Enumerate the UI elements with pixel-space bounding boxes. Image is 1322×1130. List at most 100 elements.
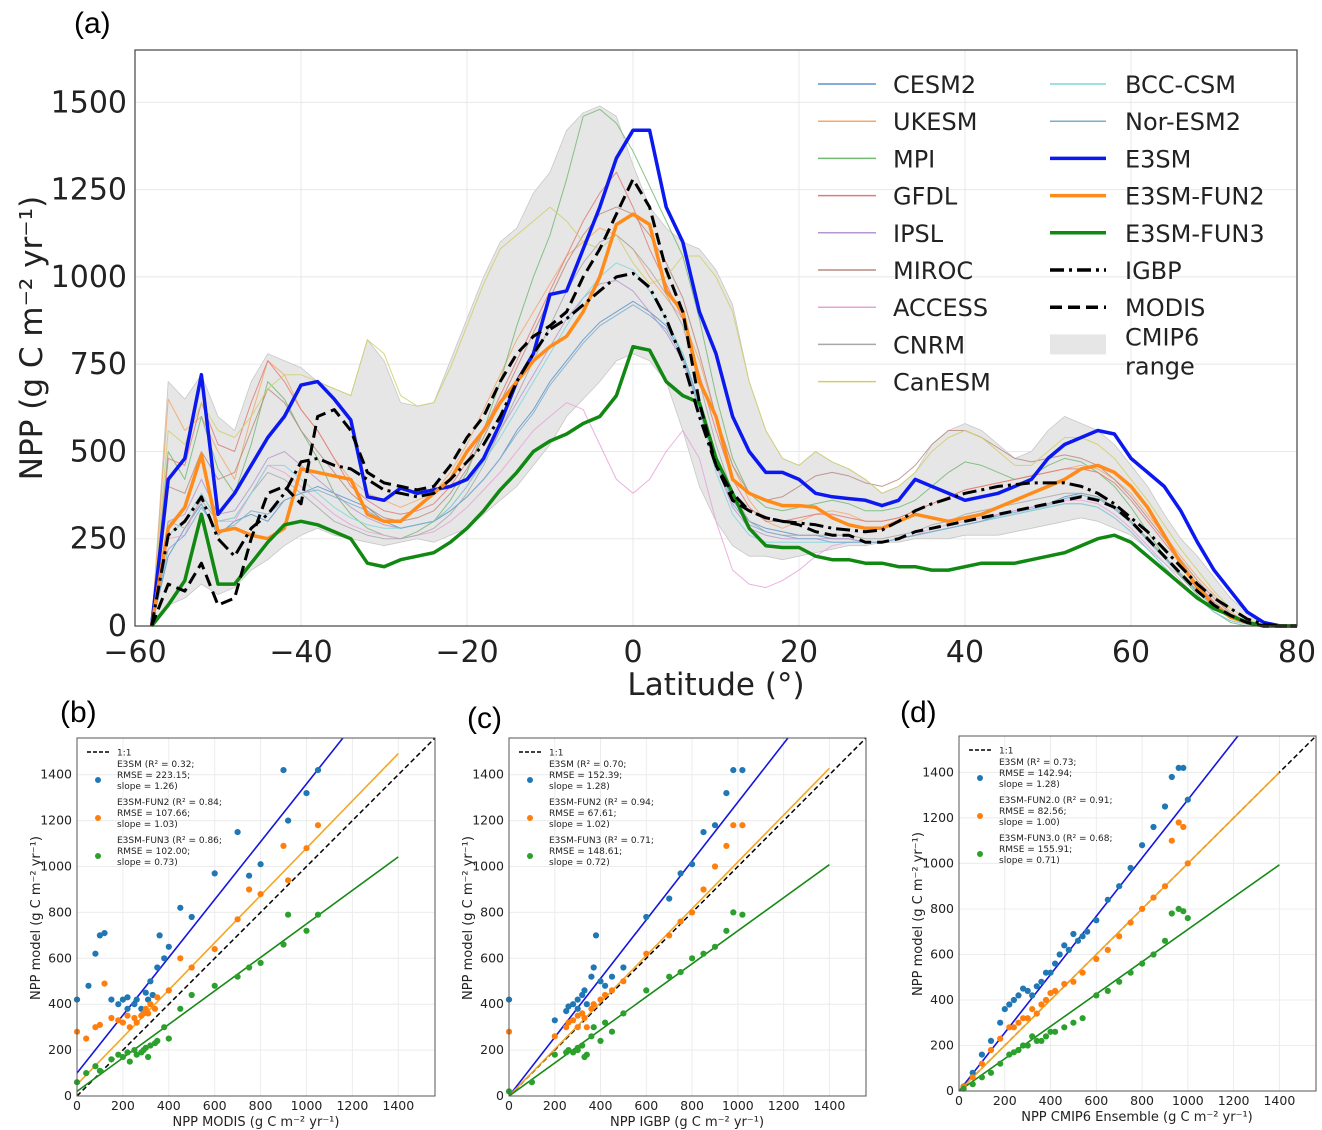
panel-c-point-e3sm-fun2 bbox=[565, 1019, 572, 1026]
panel-d-point-e3sm-fun2-0 bbox=[978, 1060, 986, 1067]
panel-c-point-e3sm-fun3 bbox=[588, 1033, 595, 1040]
panel-d-point-e3sm-fun2-0 bbox=[1033, 1010, 1040, 1017]
panel-c-point-e3sm-fun2 bbox=[643, 950, 650, 957]
panel-c-point-e3sm-fun2 bbox=[597, 996, 604, 1003]
panel-d-point-e3sm-fun3-0 bbox=[1070, 1019, 1077, 1026]
panel-c-point-e3sm bbox=[583, 1001, 590, 1008]
legend-label-ipsl: IPSL bbox=[893, 220, 944, 248]
legend-label-cmip6-range-1: CMIP6 bbox=[1125, 323, 1199, 351]
panel-b-point-e3sm bbox=[124, 994, 131, 1001]
panel-b-point-e3sm-fun3 bbox=[303, 927, 310, 934]
panel-d-legend-text-e3sm-fun2-0: E3SM-FUN2.0 (R² = 0.91; bbox=[999, 796, 1113, 806]
panel-d-point-e3sm bbox=[1065, 946, 1072, 954]
legend-swatch-cmip6-range bbox=[1050, 334, 1106, 355]
panel-b-point-e3sm-fun2 bbox=[108, 1014, 115, 1022]
panel-c-point-e3sm bbox=[602, 982, 609, 989]
panel-d-point-e3sm-fun2-0 bbox=[1006, 1024, 1013, 1031]
panel-b-legend-text-e3sm-fun3: slope = 0.73) bbox=[117, 858, 178, 868]
series-line-e3sm bbox=[149, 128, 1297, 628]
panel-c-point-e3sm-fun2 bbox=[590, 1001, 597, 1008]
panel-d-point-e3sm bbox=[1139, 842, 1146, 849]
panel-d-y-tick-label: 400 bbox=[930, 992, 954, 1007]
panel-d-point-e3sm-fun3-0 bbox=[1175, 905, 1182, 913]
panel-c-point-e3sm bbox=[700, 829, 707, 836]
panel-c-y-tick-label: 1400 bbox=[472, 767, 504, 782]
panel-a-y-tick-label: 1000 bbox=[51, 260, 127, 295]
legend-label-bcc-csm: BCC-CSM bbox=[1125, 71, 1236, 99]
panel-d-legend-text-e3sm-fun2-0: slope = 1.00) bbox=[999, 818, 1060, 828]
panel-b-point-e3sm-fun3 bbox=[92, 1063, 99, 1070]
panel-d-legend-marker-e3sm bbox=[977, 775, 983, 781]
panel-b-one-to-one-line bbox=[77, 738, 435, 1096]
panel-a-y-axis-label: NPP (g C m⁻² yr⁻¹) bbox=[14, 196, 50, 480]
panel-c-point-e3sm-fun3 bbox=[602, 1019, 609, 1026]
panel-d-point-e3sm bbox=[1010, 996, 1018, 1004]
panel-c-point-e3sm-fun3 bbox=[590, 1024, 597, 1031]
panel-b-legend-text-e3sm-fun2: RMSE = 107.66; bbox=[117, 809, 190, 819]
panel-b-point-e3sm bbox=[165, 943, 172, 950]
panel-b-point-e3sm bbox=[177, 904, 184, 911]
panel-d-y-tick-label: 800 bbox=[930, 901, 954, 916]
panel-d-point-e3sm bbox=[978, 1051, 986, 1058]
series-line-miroc bbox=[151, 206, 1297, 627]
panel-c-point-e3sm bbox=[677, 870, 684, 877]
panel-b-point-e3sm-fun2 bbox=[314, 822, 322, 829]
panel-d-y-tick-label: 1000 bbox=[922, 855, 954, 870]
panel-c-legend-text-e3sm-fun3: E3SM-FUN3 (R² = 0.71; bbox=[549, 836, 654, 846]
panel-b-legend-text-e3sm: E3SM (R² = 0.32; bbox=[117, 760, 194, 770]
panel-c-point-e3sm-fun3 bbox=[723, 927, 730, 934]
panel-c-x-tick-label: 1200 bbox=[768, 1098, 800, 1113]
panel-c-point-e3sm bbox=[574, 996, 581, 1003]
panel-c-point-e3sm bbox=[666, 895, 673, 902]
panel-c-legend-text-e3sm-fun3: slope = 0.72) bbox=[549, 858, 610, 868]
panel-d-point-e3sm-fun2-0 bbox=[1104, 946, 1111, 954]
panel-b-point-e3sm-fun3 bbox=[211, 982, 218, 989]
panel-d-point-e3sm-fun3-0 bbox=[1139, 960, 1146, 967]
panel-d-point-e3sm bbox=[1001, 1006, 1008, 1013]
panel-d-point-e3sm-fun3-0 bbox=[1061, 1024, 1068, 1031]
panel-d-x-tick-label: 1400 bbox=[1263, 1093, 1295, 1108]
panel-b-point-e3sm bbox=[303, 790, 310, 797]
panel-a-x-tick-label: −40 bbox=[269, 635, 332, 670]
panel-a-y-tick-label: 500 bbox=[70, 434, 127, 469]
panel-d-point-e3sm bbox=[1184, 796, 1191, 803]
panel-b-point-e3sm-fun3 bbox=[119, 1053, 126, 1061]
panel-b-point-e3sm bbox=[188, 913, 195, 921]
panel-c-y-tick-label: 400 bbox=[480, 996, 504, 1011]
panel-a-x-tick-label: 0 bbox=[623, 635, 642, 670]
panel-c-point-e3sm-fun3 bbox=[620, 1010, 627, 1017]
panel-c-point-e3sm-fun2 bbox=[666, 932, 673, 939]
panel-a-x-tick-label: 60 bbox=[1112, 635, 1150, 670]
panel-d-legend-text-e3sm-fun3-0: E3SM-FUN3.0 (R² = 0.68; bbox=[999, 834, 1113, 844]
panel-c-point-e3sm-fun3 bbox=[528, 1079, 536, 1086]
panel-b-point-e3sm bbox=[234, 829, 241, 836]
legend-label-cmip6-range-2: range bbox=[1125, 352, 1195, 380]
series-line-access bbox=[151, 402, 1297, 627]
panel-a-x-tick-label: 20 bbox=[780, 635, 818, 670]
panel-b-point-e3sm-fun2 bbox=[142, 1005, 149, 1012]
panel-c-point-e3sm bbox=[574, 1005, 581, 1012]
panel-c-point-e3sm bbox=[565, 1003, 572, 1010]
panel-d-point-e3sm bbox=[1084, 928, 1091, 935]
panel-c-point-e3sm-fun3 bbox=[570, 1049, 577, 1056]
panel-c-point-e3sm bbox=[620, 964, 627, 971]
panel-b-y-tick-label: 0 bbox=[64, 1088, 72, 1103]
panel-c-y-tick-label: 1200 bbox=[472, 813, 504, 828]
panel-c-x-axis-label: NPP IGBP (g C m⁻² yr⁻¹) bbox=[610, 1115, 764, 1130]
panel-c-x-tick-label: 800 bbox=[680, 1098, 704, 1113]
panel-label-d: (d) bbox=[900, 696, 937, 729]
panel-d-point-e3sm-fun3-0 bbox=[1150, 951, 1157, 958]
panel-d-y-tick-label: 200 bbox=[930, 1037, 954, 1052]
panel-d-point-e3sm-fun2-0 bbox=[1020, 1015, 1027, 1022]
panel-c-one-to-one-line bbox=[509, 738, 866, 1096]
panel-b-fit-line-e3sm bbox=[77, 738, 344, 1074]
panel-d-x-tick-label: 400 bbox=[1039, 1093, 1063, 1108]
panel-d-y-tick-label: 600 bbox=[930, 946, 954, 961]
series-line-modis bbox=[150, 177, 1297, 628]
panel-b-x-axis-label: NPP MODIS (g C m⁻² yr⁻¹) bbox=[173, 1115, 340, 1130]
panel-c-point-e3sm-fun3 bbox=[643, 987, 650, 994]
panel-b-y-tick-label: 400 bbox=[48, 996, 72, 1011]
panel-b-point-e3sm-fun2 bbox=[101, 980, 108, 987]
panel-b-y-tick-label: 1200 bbox=[40, 813, 72, 828]
panel-c-point-e3sm-fun2 bbox=[700, 886, 707, 893]
